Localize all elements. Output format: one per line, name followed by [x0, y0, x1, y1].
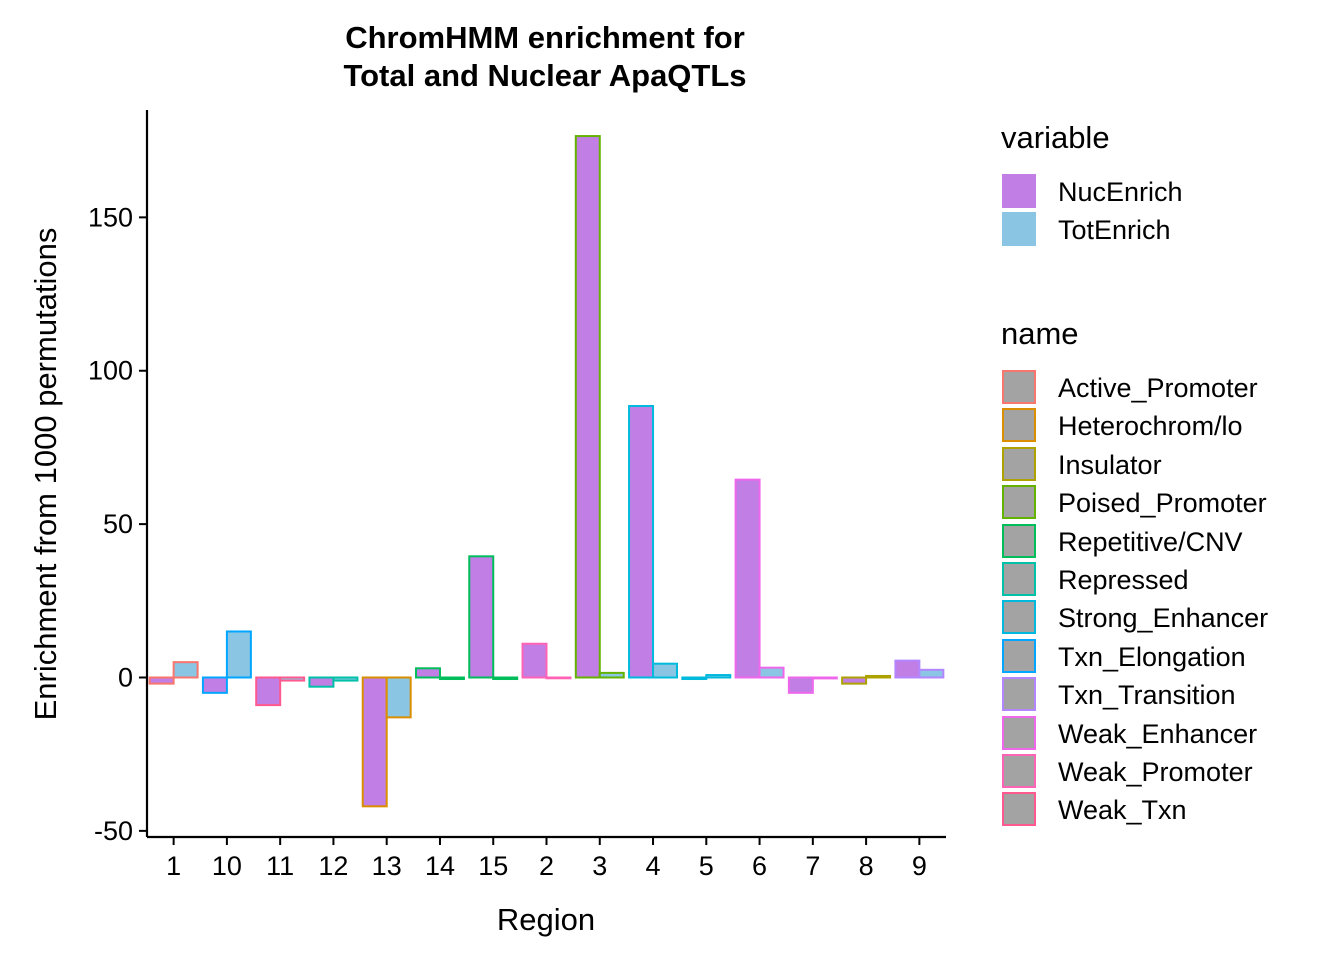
bar-totenrich-region-14	[438, 676, 465, 681]
bar-nucenrich-region-8	[841, 676, 868, 685]
x-tick-label: 8	[859, 851, 874, 881]
x-tick-label: 3	[592, 851, 607, 881]
x-axis-ticks: 1 10 11 12 13 14 15 2 3 4 5 6 7 8 9	[166, 837, 927, 881]
legend-key-name	[1002, 792, 1036, 827]
x-tick-label: 15	[478, 851, 508, 881]
legend-label: Heterochrom/lo	[1058, 411, 1243, 442]
legend-label: Txn_Elongation	[1058, 641, 1246, 672]
legend-key-name	[1002, 600, 1036, 635]
x-tick-label: 14	[425, 851, 455, 881]
legend-label: Weak_Enhancer	[1058, 718, 1258, 749]
legend-label: Repressed	[1058, 565, 1189, 595]
bars-group	[148, 135, 945, 808]
x-axis-title: Region	[497, 902, 595, 937]
bar-totenrich-region-6	[758, 666, 785, 679]
x-tick-label: 12	[318, 851, 348, 881]
bar-totenrich-region-12	[332, 676, 359, 682]
bar-nucenrich-region-14	[415, 667, 441, 679]
bar-nucenrich-region-5	[681, 676, 708, 681]
bar-nucenrich-region-10	[201, 676, 228, 694]
bar-nucenrich-region-13	[361, 676, 388, 808]
x-tick-label: 4	[646, 851, 661, 881]
y-tick-label: -50	[94, 816, 133, 846]
bar-nucenrich-region-6	[734, 478, 761, 679]
legend-key-name	[1002, 408, 1036, 443]
bar-nucenrich-region-11	[255, 676, 282, 707]
legend-label: Weak_Txn	[1058, 795, 1187, 826]
chart-title-line-1: ChromHMM enrichment for	[345, 20, 745, 55]
y-axis-ticks: -50 0 50 100 150	[88, 202, 147, 846]
bar-nucenrich-region-2	[521, 642, 548, 679]
bar-totenrich-region-15	[492, 676, 519, 681]
legend-label: Weak_Promoter	[1058, 757, 1253, 787]
bar-totenrich-region-9	[918, 668, 945, 679]
x-tick-label: 11	[266, 851, 294, 881]
x-tick-label: 1	[166, 851, 181, 881]
y-tick-label: 150	[88, 202, 133, 232]
legend-label: Poised_Promoter	[1058, 488, 1267, 519]
legend-label: Insulator	[1058, 449, 1162, 480]
legend-key-name	[1002, 562, 1036, 596]
legend-key-name	[1002, 446, 1036, 481]
bar-nucenrich-region-9	[894, 659, 921, 679]
x-tick-label: 9	[912, 851, 927, 881]
legend-key-name	[1002, 638, 1036, 673]
x-tick-label: 2	[539, 851, 554, 881]
x-tick-label: 7	[805, 851, 820, 881]
bar-totenrich-region-2	[545, 676, 572, 680]
legend-key-name	[1002, 523, 1036, 558]
bar-nucenrich-region-7	[787, 676, 814, 694]
legend-key-totenrich	[1002, 212, 1036, 246]
bar-nucenrich-region-1	[148, 676, 175, 685]
legend-key-name	[1002, 370, 1036, 404]
y-tick-label: 0	[118, 662, 133, 692]
bar-totenrich-region-11	[279, 676, 306, 682]
legend-variable-title: variable	[1001, 120, 1110, 155]
bar-totenrich-region-10	[225, 630, 252, 679]
legend-name-title: name	[1001, 316, 1079, 351]
x-tick-label: 10	[212, 851, 242, 881]
legend-key-name	[1002, 485, 1036, 520]
bar-totenrich-region-8	[865, 674, 892, 679]
bar-totenrich-region-1	[172, 661, 199, 679]
legend-key-nucenrich	[1002, 174, 1036, 208]
legend-key-name	[1002, 715, 1036, 750]
legend-key-name	[1002, 677, 1036, 712]
legend-label: Strong_Enhancer	[1058, 603, 1269, 634]
bar-nucenrich-region-15	[468, 555, 495, 679]
x-tick-label: 5	[699, 851, 714, 881]
chart-title-line-2: Total and Nuclear ApaQTLs	[343, 58, 747, 93]
legend-label: Active_Promoter	[1058, 373, 1258, 403]
legend-label: NucEnrich	[1058, 177, 1183, 207]
bar-totenrich-region-3	[598, 671, 625, 679]
x-tick-label: 6	[752, 851, 767, 881]
bar-totenrich-region-13	[385, 676, 412, 719]
legend-key-name	[1002, 754, 1036, 788]
y-tick-label: 50	[103, 509, 133, 539]
y-tick-label: 100	[88, 356, 133, 386]
bar-totenrich-region-4	[652, 662, 679, 679]
bar-nucenrich-region-12	[308, 676, 335, 688]
legend-label: TotEnrich	[1058, 215, 1171, 245]
legend-label: Repetitive/CNV	[1058, 526, 1243, 557]
legend-label: Txn_Transition	[1058, 680, 1236, 711]
bar-totenrich-region-5	[705, 674, 732, 679]
bar-nucenrich-region-3	[574, 135, 601, 679]
bar-nucenrich-region-4	[628, 405, 655, 679]
x-tick-label: 13	[372, 851, 402, 881]
bar-totenrich-region-7	[811, 676, 838, 680]
y-axis-title: Enrichment from 1000 permutations	[28, 228, 63, 721]
